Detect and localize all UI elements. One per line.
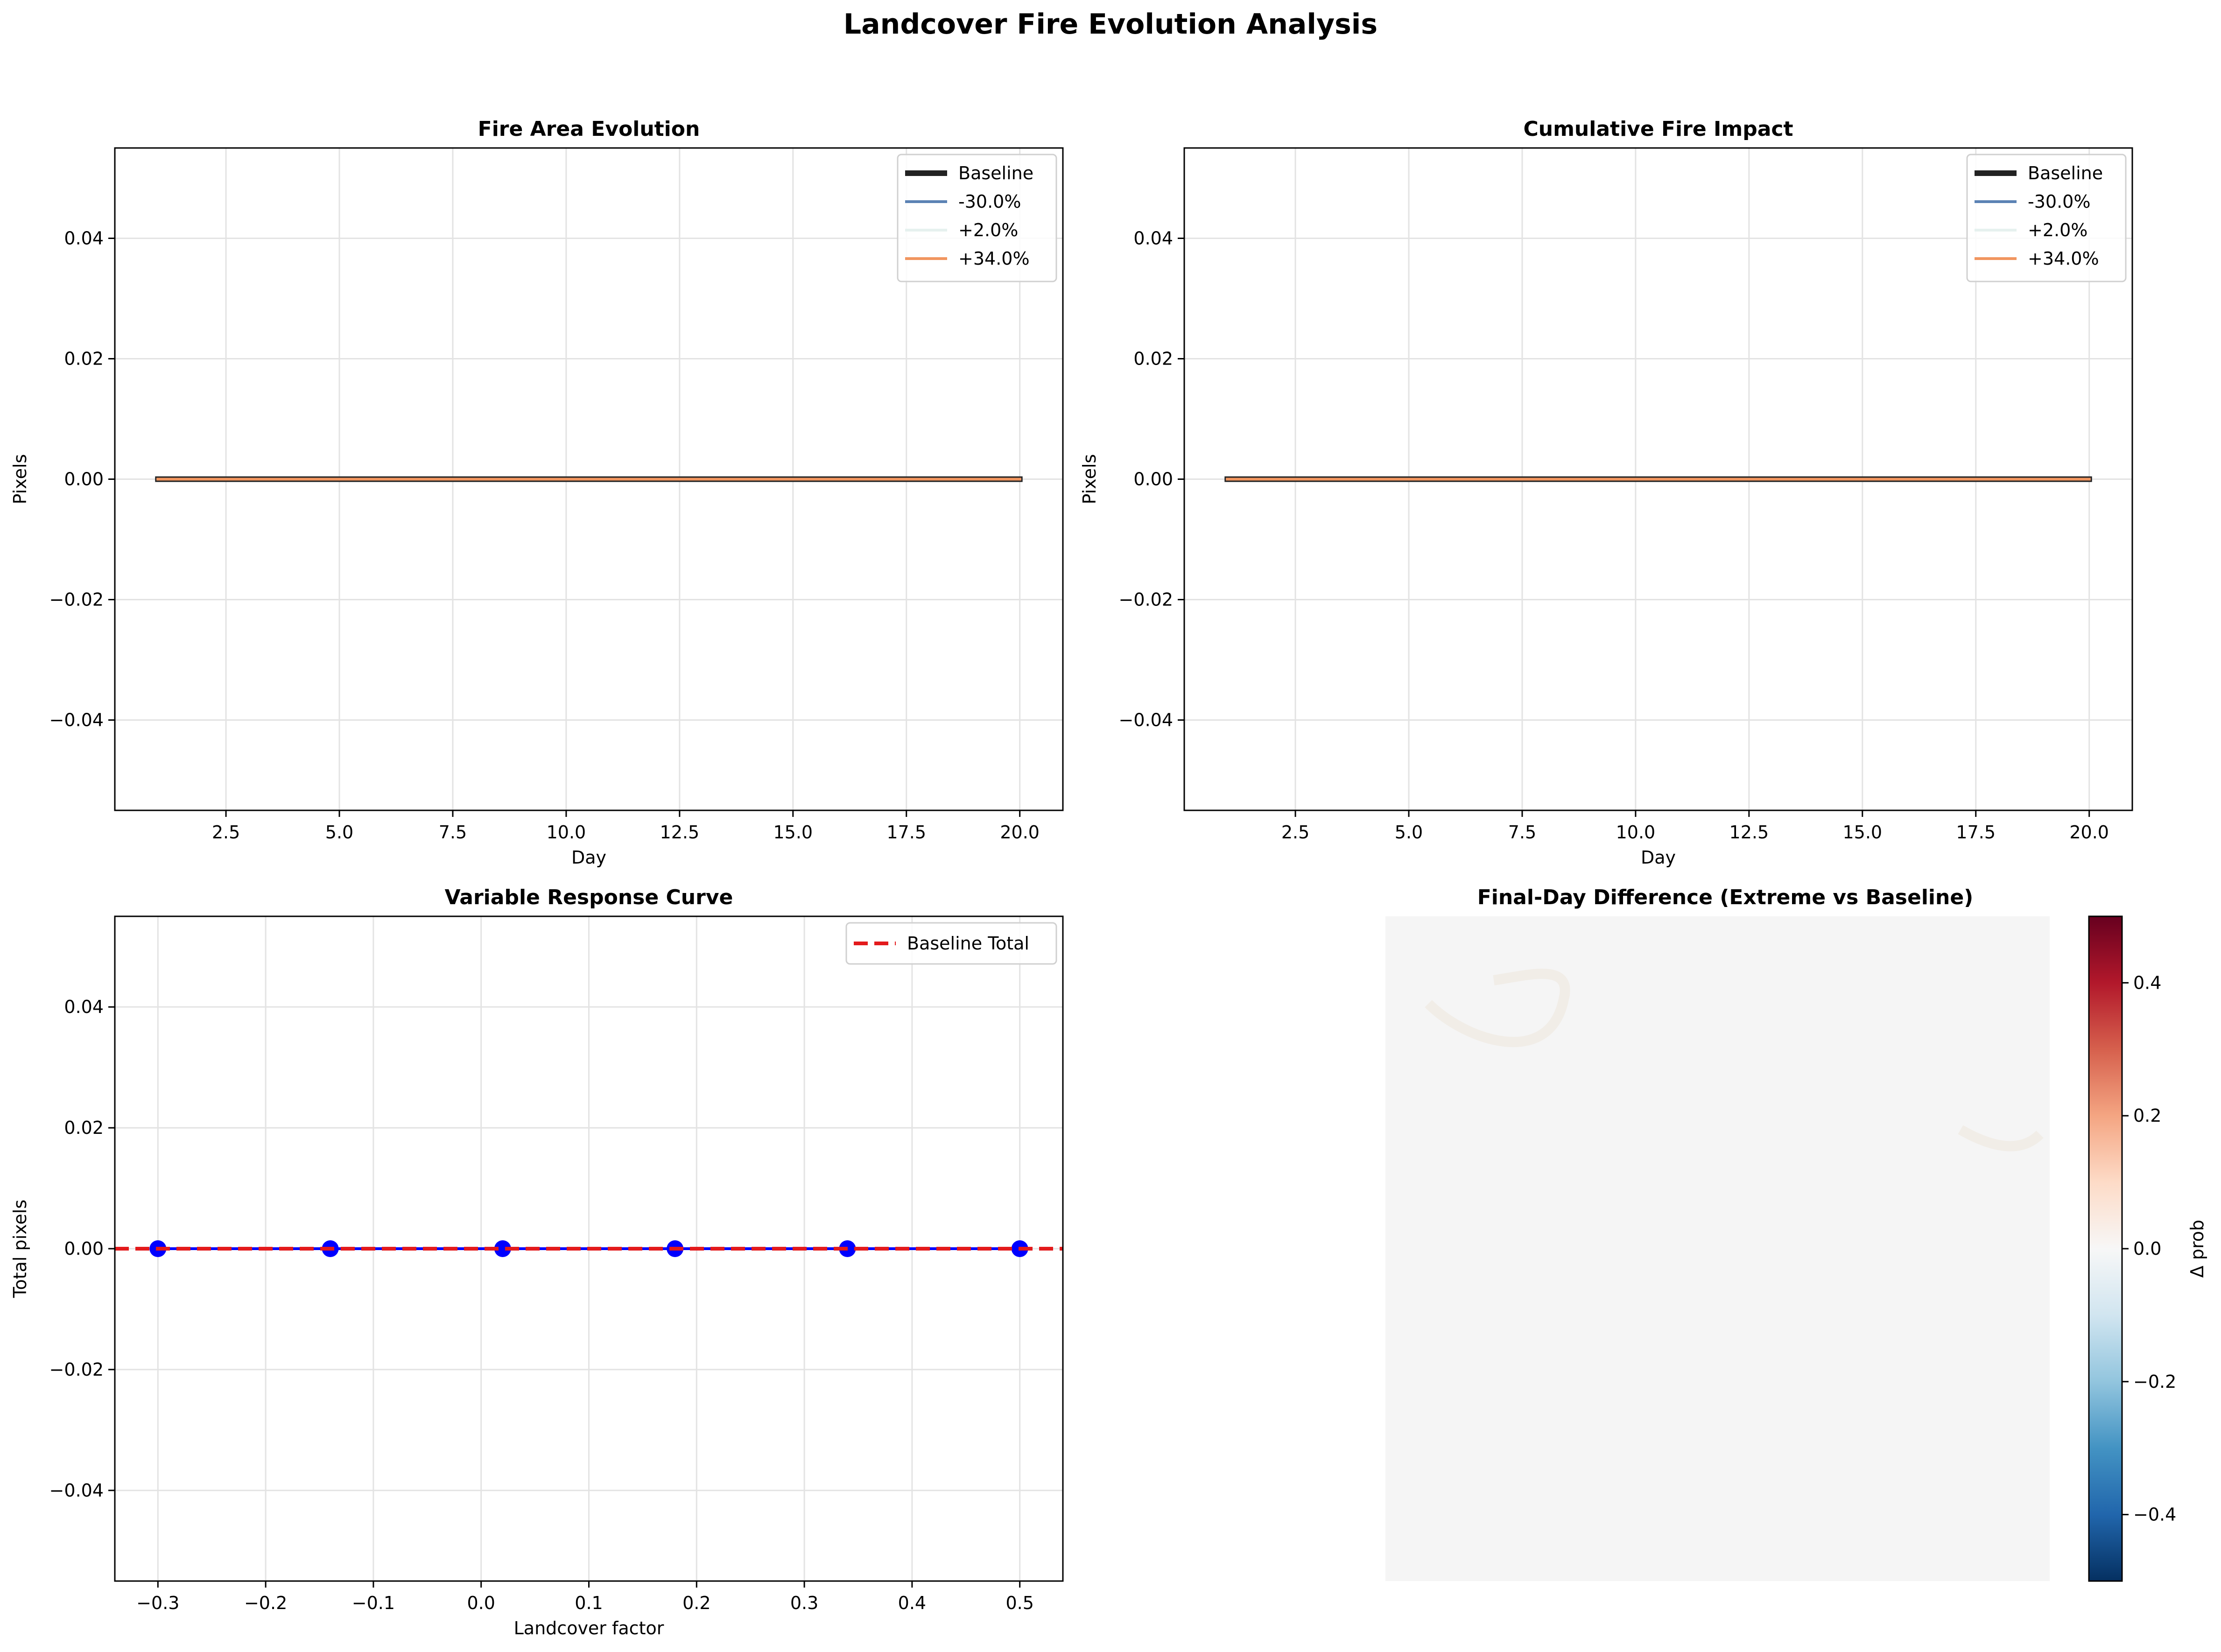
colorbar-label: Δ prob [2187,1220,2207,1278]
plot-frame [114,915,1064,1582]
legend-label: Baseline [958,163,1033,183]
legend-label: -30.0% [2028,191,2090,212]
legend-label: Baseline Total [907,933,1029,954]
y-axis-label: Pixels [1079,454,1100,505]
cumulative-fire-impact-panel: Cumulative Fire Impact 2.5 5.0 7.5 10.0 12.5 1… [1079,117,2133,868]
x-tick-label: 0.5 [1005,1593,1033,1613]
x-tick-label: 5.0 [325,822,353,843]
variable-response-curve-panel: Variable Response Curve −0.3 −0.2 −0.1 0.0 0.… [10,886,1064,1638]
x-axis-label: Day [571,847,606,868]
panel-title: Variable Response Curve [445,886,733,909]
legend-box [845,922,1057,965]
colorbar-tick-label: 0.2 [2133,1105,2161,1126]
x-tick-label: 10.0 [1616,822,1656,843]
colorbar [2088,915,2123,1582]
legend-label: +34.0% [958,248,1030,269]
legend-label: Baseline [2028,163,2103,183]
x-axis-label: Day [1641,847,1676,868]
panel-title: Cumulative Fire Impact [1523,117,1793,141]
x-tick-label: 10.0 [547,822,586,843]
y-axis-label: Pixels [10,454,30,505]
y-tick-label: 0.04 [64,997,104,1017]
x-tick-label: 12.5 [660,822,700,843]
heatmap-faint-feature [1958,1125,2044,1152]
x-tick-label: 2.5 [1281,822,1309,843]
x-tick-label: 15.0 [773,822,813,843]
y-tick-label: −0.02 [1119,590,1173,610]
colorbar-tick-label: 0.0 [2133,1238,2161,1259]
x-tick-label: 0.4 [898,1593,926,1613]
x-tick-label: 2.5 [212,822,240,843]
heatmap-faint-feature [1425,969,1570,1047]
x-tick-label: 0.3 [790,1593,818,1613]
panel-title: Fire Area Evolution [478,117,700,141]
y-tick-label: −0.04 [49,1480,104,1501]
heatmap-title: Final-Day Difference (Extreme vs Baselin… [1477,886,1974,909]
legend-label: +2.0% [2028,220,2087,240]
x-tick-label: 5.0 [1395,822,1423,843]
x-axis-label: Landcover factor [514,1618,664,1638]
heatmap-image [1385,916,2050,1581]
x-tick-label: −0.1 [352,1593,395,1613]
y-tick-label: 0.02 [64,1118,104,1138]
x-tick-label: 20.0 [2069,822,2109,843]
legend-label: -30.0% [958,191,1021,212]
legend-box [1966,154,2127,282]
colorbar-tick-label: 0.4 [2133,972,2161,993]
heatmap-faint-features [1425,969,2044,1152]
x-tick-label: 12.5 [1729,822,1769,843]
y-tick-label: −0.04 [49,710,104,731]
x-tick-label: 0.0 [467,1593,495,1613]
x-tick-label: 17.5 [1956,822,1996,843]
y-tick-label: 0.00 [1133,469,1173,490]
final-day-difference-panel: Final-Day Difference (Extreme vs Baselin… [1385,886,2207,1582]
y-tick-label: −0.02 [49,590,104,610]
y-tick-label: 0.04 [64,228,104,249]
x-tick-label: −0.2 [244,1593,287,1613]
x-tick-label: 7.5 [439,822,467,843]
x-tick-label: 15.0 [1842,822,1882,843]
y-tick-label: 0.04 [1133,228,1173,249]
plot-frame [1183,147,2133,811]
y-tick-label: 0.02 [64,349,104,369]
x-tick-label: 0.2 [682,1593,710,1613]
y-axis-label: Total pixels [10,1200,30,1299]
x-tick-label: 0.1 [575,1593,603,1613]
legend-label: +34.0% [2028,248,2099,269]
y-tick-label: 0.00 [64,1238,104,1259]
colorbar-ticks: −0.4 −0.2 0.0 0.2 0.4 [2122,972,2176,1525]
fire-area-evolution-panel: Fire Area Evolution 2.5 5.0 7.5 10.0 12.5 15.0… [10,117,1064,868]
x-tick-label: 20.0 [1000,822,1040,843]
y-tick-label: 0.00 [64,469,104,490]
y-tick-label: −0.02 [49,1359,104,1380]
legend-label: +2.0% [958,220,1018,240]
y-tick-label: −0.04 [1119,710,1173,731]
colorbar-tick-label: −0.2 [2133,1371,2176,1392]
y-tick-label: 0.02 [1133,349,1173,369]
colorbar-tick-label: −0.4 [2133,1504,2176,1525]
plot-frame [114,147,1064,811]
legend-box [897,154,1057,282]
x-tick-label: 17.5 [886,822,926,843]
x-tick-label: 7.5 [1508,822,1536,843]
response-point [494,1240,511,1257]
figure-title: Landcover Fire Evolution Analysis [843,8,1378,41]
x-tick-label: −0.3 [136,1593,179,1613]
